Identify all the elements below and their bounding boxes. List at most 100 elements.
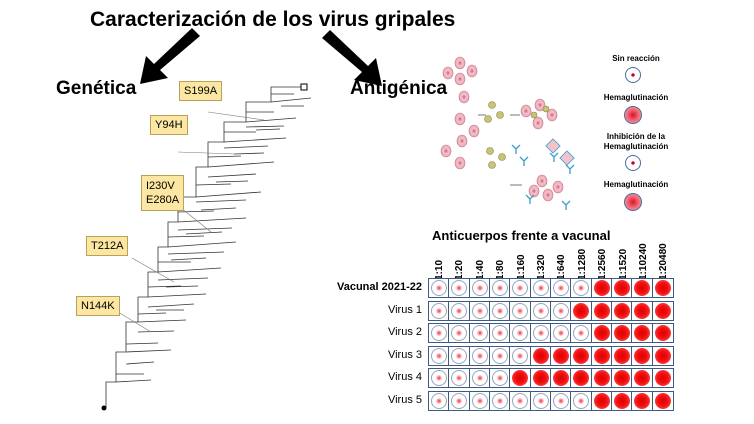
- well-hemagglutination: [591, 324, 612, 342]
- well-circle: [613, 347, 630, 364]
- well-inhibition: [429, 369, 450, 387]
- well-hemagglutination: [571, 301, 592, 320]
- dilution-label: 1:320: [531, 240, 553, 280]
- well-circle: [512, 392, 529, 409]
- well-circle: [634, 370, 651, 386]
- dilution-label: 1:80: [490, 240, 512, 280]
- well-circle: [593, 370, 610, 386]
- well-circle: [573, 280, 590, 296]
- well-hemagglutination: [611, 301, 633, 320]
- well-circle: [512, 302, 529, 319]
- well-circle: [431, 392, 447, 409]
- well-inhibition: [449, 301, 470, 320]
- well-circle: [552, 302, 569, 319]
- well-circle: [654, 370, 671, 386]
- well-hemagglutination: [652, 324, 673, 342]
- well-circle: [552, 280, 569, 296]
- well-hemagglutination: [571, 346, 592, 365]
- dilution-label: 1:20480: [653, 240, 675, 280]
- well-hemagglutination: [652, 346, 673, 365]
- well-hemagglutination: [652, 391, 673, 410]
- well-inhibition: [550, 391, 572, 410]
- plate-row: [428, 278, 674, 298]
- dilution-text: 1:2560: [597, 248, 609, 280]
- arrow-left-icon: [140, 28, 200, 84]
- well-circle: [634, 325, 651, 341]
- well-hemagglutination: [550, 369, 572, 387]
- well-circle: [512, 280, 529, 296]
- well-hemagglutination: [611, 369, 633, 387]
- dilution-label: 1:10: [429, 240, 451, 280]
- well-circle: [613, 325, 630, 341]
- plate-row: [428, 368, 674, 388]
- well-circle: [431, 280, 447, 296]
- row-label: Virus 1: [387, 303, 422, 316]
- legend-hemaglutinacion-1-well: [624, 106, 642, 124]
- mutation-y94h: Y94H: [150, 115, 188, 135]
- well-inhibition: [550, 301, 572, 320]
- well-inhibition: [530, 301, 551, 320]
- well-hemagglutination: [632, 369, 653, 387]
- well-circle: [451, 347, 468, 364]
- mutation-i230v: I230V: [146, 180, 175, 192]
- well-circle: [512, 347, 529, 364]
- well-inhibition: [469, 369, 490, 387]
- well-circle: [593, 280, 610, 296]
- well-circle: [654, 392, 671, 409]
- well-circle: [451, 280, 468, 296]
- well-circle: [451, 392, 468, 409]
- well-hemagglutination: [591, 369, 612, 387]
- well-circle: [491, 347, 508, 364]
- well-inhibition: [469, 279, 490, 297]
- well-circle: [451, 302, 468, 319]
- dilution-text: 1:10: [434, 259, 445, 280]
- dilution-text: 1:1280: [576, 248, 588, 280]
- well-hemagglutination: [591, 301, 612, 320]
- row-label: Vacunal 2021-22: [336, 281, 422, 293]
- main-title: Caracterización de los virus gripales: [90, 8, 456, 31]
- well-circle: [532, 370, 549, 386]
- assay-title: Anticuerpos frente a vacunal: [432, 228, 611, 243]
- dilution-text: 1:10240: [638, 243, 649, 280]
- dilution-label: 1:10240: [633, 240, 655, 280]
- dilution-label: 1:160: [511, 240, 533, 280]
- well-circle: [593, 347, 610, 364]
- well-hemagglutination: [530, 346, 551, 365]
- well-circle: [431, 370, 447, 386]
- dilution-label: 1:2560: [592, 240, 614, 280]
- legend-inhibicion-line1: Inhibición de la: [606, 132, 666, 141]
- well-hemagglutination: [652, 279, 673, 297]
- well-inhibition: [429, 391, 450, 410]
- plate-row: [428, 390, 674, 411]
- well-hemagglutination: [510, 369, 531, 387]
- well-circle: [471, 280, 488, 296]
- dilution-label: 1:1280: [572, 240, 594, 280]
- well-circle: [471, 325, 488, 341]
- well-circle: [552, 325, 569, 341]
- mutation-e280a: E280A: [146, 194, 180, 206]
- plate-row: [428, 345, 674, 366]
- well-hemagglutination: [591, 346, 612, 365]
- well-circle: [613, 280, 630, 296]
- well-circle: [532, 392, 549, 409]
- well-hemagglutination: [611, 279, 633, 297]
- well-circle: [471, 392, 488, 409]
- well-circle: [491, 302, 508, 319]
- dilution-label: 1:20: [449, 240, 471, 280]
- well-circle: [512, 370, 529, 386]
- well-inhibition: [550, 324, 572, 342]
- legend-sin-reaccion-well: [625, 67, 641, 83]
- well-hemagglutination: [611, 346, 633, 365]
- well-circle: [491, 280, 508, 296]
- plate-row: [428, 300, 674, 321]
- dilution-text: 1:40: [474, 259, 486, 280]
- well-inhibition: [550, 279, 572, 297]
- well-circle: [593, 325, 610, 341]
- well-hemagglutination: [611, 391, 633, 410]
- hemagglutination-scheme: [440, 56, 575, 210]
- well-inhibition: [449, 369, 470, 387]
- genetica-heading: Genética: [56, 78, 137, 99]
- well-circle: [451, 325, 468, 341]
- dilution-label: 1:1520: [613, 240, 635, 280]
- well-circle: [634, 347, 651, 364]
